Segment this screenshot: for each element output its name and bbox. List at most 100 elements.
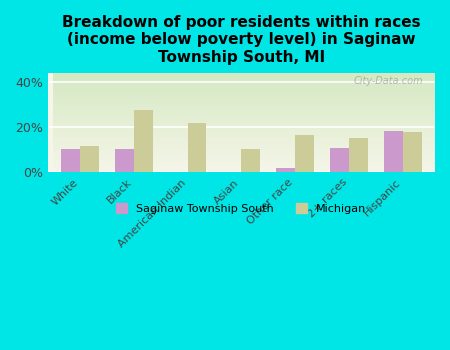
Bar	[53, 122, 450, 123]
Bar	[53, 76, 450, 77]
Bar	[403, 132, 422, 173]
Bar	[188, 122, 207, 173]
Bar	[53, 83, 450, 84]
Bar	[53, 95, 450, 96]
Legend: Saginaw Township South, Michigan: Saginaw Township South, Michigan	[112, 199, 371, 219]
Bar	[53, 92, 450, 93]
Bar	[53, 156, 450, 157]
Bar	[53, 172, 450, 173]
Bar	[53, 103, 450, 104]
Bar	[53, 161, 450, 162]
Bar	[53, 116, 450, 117]
Bar	[53, 162, 450, 163]
Bar	[53, 82, 450, 83]
Bar	[53, 155, 450, 156]
Bar	[53, 131, 450, 132]
Bar	[53, 90, 450, 91]
Bar	[115, 149, 134, 173]
Bar	[53, 85, 450, 86]
Bar	[53, 74, 450, 75]
Bar	[53, 152, 450, 153]
Text: City-Data.com: City-Data.com	[354, 76, 423, 86]
Bar	[53, 98, 450, 99]
Bar	[53, 78, 450, 79]
Bar	[61, 149, 80, 173]
Bar	[53, 146, 450, 147]
Bar	[53, 171, 450, 172]
Bar	[134, 110, 153, 173]
Bar	[349, 139, 368, 173]
Bar	[53, 117, 450, 118]
Bar	[53, 112, 450, 113]
Bar	[53, 108, 450, 109]
Bar	[330, 148, 349, 173]
Bar	[53, 106, 450, 107]
Bar	[53, 97, 450, 98]
Bar	[80, 146, 99, 173]
Bar	[53, 91, 450, 92]
Bar	[53, 133, 450, 134]
Bar	[53, 169, 450, 170]
Bar	[53, 120, 450, 121]
Bar	[53, 141, 450, 142]
Bar	[53, 104, 450, 105]
Bar	[53, 101, 450, 102]
Bar	[53, 136, 450, 137]
Bar	[53, 168, 450, 169]
Bar	[53, 164, 450, 165]
Bar	[53, 105, 450, 106]
Title: Breakdown of poor residents within races
(income below poverty level) in Saginaw: Breakdown of poor residents within races…	[62, 15, 421, 65]
Bar	[384, 131, 403, 173]
Bar	[53, 124, 450, 125]
Bar	[53, 113, 450, 114]
Bar	[53, 140, 450, 141]
Bar	[53, 138, 450, 139]
Bar	[53, 157, 450, 158]
Bar	[53, 89, 450, 90]
Bar	[53, 139, 450, 140]
Bar	[53, 126, 450, 127]
Bar	[53, 81, 450, 82]
Bar	[53, 128, 450, 129]
Bar	[53, 144, 450, 145]
Bar	[53, 127, 450, 128]
Bar	[53, 130, 450, 131]
Bar	[53, 94, 450, 95]
Bar	[53, 148, 450, 149]
Bar	[276, 168, 295, 173]
Bar	[53, 119, 450, 120]
Bar	[53, 163, 450, 164]
Bar	[53, 84, 450, 85]
Bar	[53, 160, 450, 161]
Bar	[53, 125, 450, 126]
Bar	[53, 77, 450, 78]
Bar	[53, 109, 450, 110]
Bar	[53, 165, 450, 166]
Bar	[53, 86, 450, 88]
Bar	[53, 159, 450, 160]
Bar	[53, 135, 450, 136]
Bar	[53, 167, 450, 168]
Bar	[53, 150, 450, 151]
Bar	[53, 166, 450, 167]
Bar	[53, 132, 450, 133]
Bar	[53, 110, 450, 111]
Bar	[53, 80, 450, 81]
Bar	[241, 149, 260, 173]
Bar	[53, 111, 450, 112]
Bar	[53, 151, 450, 152]
Bar	[53, 114, 450, 115]
Bar	[53, 115, 450, 116]
Bar	[53, 96, 450, 97]
Bar	[53, 137, 450, 138]
Bar	[53, 100, 450, 101]
Bar	[53, 99, 450, 100]
Bar	[295, 135, 314, 173]
Bar	[53, 75, 450, 76]
Bar	[53, 102, 450, 103]
Bar	[53, 134, 450, 135]
Bar	[53, 145, 450, 146]
Bar	[53, 149, 450, 150]
Bar	[53, 147, 450, 148]
Bar	[53, 93, 450, 94]
